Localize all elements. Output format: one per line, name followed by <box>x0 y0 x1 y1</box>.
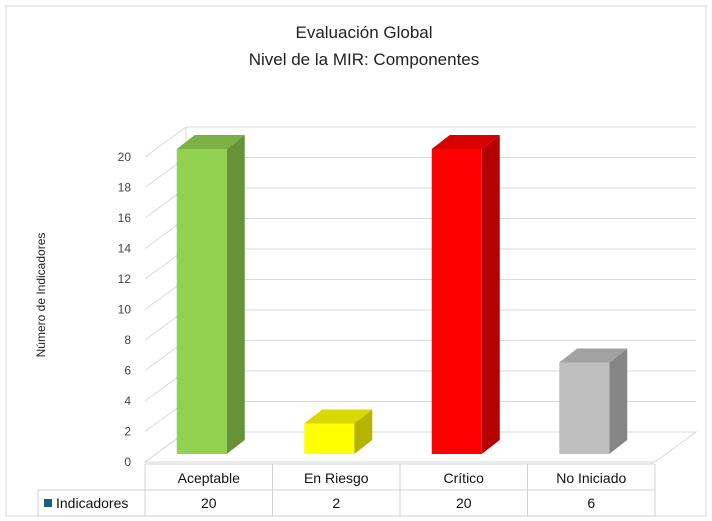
y-tick-label: 6 <box>124 364 131 378</box>
data-label: 20 <box>201 495 217 511</box>
bars <box>176 135 628 454</box>
y-tick-label: 20 <box>118 150 132 164</box>
y-tick-label: 18 <box>118 181 132 195</box>
bar-no-iniciado <box>559 348 628 454</box>
bar-top <box>559 348 628 363</box>
y-tick-label: 0 <box>124 455 131 469</box>
y-tick-label: 12 <box>118 272 132 286</box>
bar-side <box>481 135 500 454</box>
bar-front <box>559 362 610 454</box>
y-tick-label: 16 <box>118 211 132 225</box>
bar-top <box>176 135 245 149</box>
x-tick-label: No Iniciado <box>556 470 626 486</box>
chart-subtitle: Nivel de la MIR: Componentes <box>249 50 480 69</box>
bar-aceptable <box>176 135 245 454</box>
y-tick-label: 8 <box>124 333 131 347</box>
bar-front <box>176 149 227 454</box>
bar-side <box>226 135 245 454</box>
y-tick-label: 2 <box>124 425 131 439</box>
x-tick-label: Aceptable <box>178 470 240 486</box>
x-tick-label: En Riesgo <box>304 470 369 486</box>
data-label: 20 <box>456 495 472 511</box>
data-label: 6 <box>587 495 595 511</box>
data-label: 2 <box>332 495 340 511</box>
gridline-side <box>144 126 187 158</box>
x-tick-label: Crítico <box>444 470 485 486</box>
y-axis-ticks: 0 2 4 6 8 10 12 14 16 18 20 <box>118 150 132 469</box>
bar-front <box>431 149 482 454</box>
bar-en-riesgo <box>304 409 373 454</box>
bar-side <box>609 348 628 454</box>
bar-top <box>431 135 500 149</box>
y-tick-label: 14 <box>118 242 132 256</box>
chart-title: Evaluación Global <box>295 23 432 42</box>
y-tick-label: 10 <box>118 303 132 317</box>
bar-front <box>304 423 355 454</box>
bar-side <box>354 409 373 454</box>
data-table: Aceptable 20 En Riesgo 2 Crítico 20 No Iniciad… <box>37 463 656 517</box>
legend-label: Indicadores <box>56 495 128 511</box>
legend-marker <box>44 499 52 507</box>
y-tick-label: 4 <box>124 394 131 408</box>
y-axis-label: Número de Indicadores <box>34 233 48 358</box>
bar-top <box>304 409 373 424</box>
bar-crítico <box>431 135 500 454</box>
